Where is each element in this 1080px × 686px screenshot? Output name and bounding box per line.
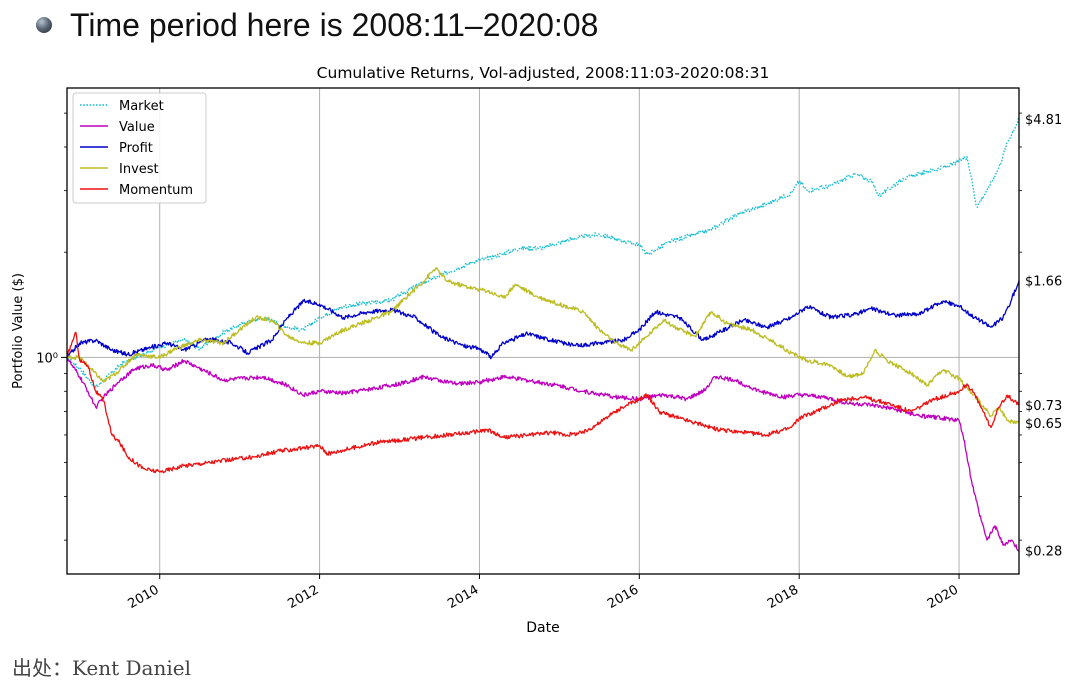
end-value-label: $0.28 (1025, 545, 1062, 560)
x-tick-label: 2012 (285, 582, 321, 612)
x-tick-label: 2016 (605, 582, 641, 612)
end-value-label: $4.81 (1025, 113, 1062, 128)
x-tick-label: 2010 (126, 582, 162, 612)
series-invest (66, 267, 1020, 425)
slide-heading: Time period here is 2008:11–2020:08 (36, 2, 598, 48)
plot-area (67, 88, 1019, 574)
legend-label-market: Market (119, 99, 164, 114)
legend-label-momentum: Momentum (119, 183, 193, 198)
grid-lines (67, 88, 1019, 574)
y-axis-label: Portfolio Value ($) (11, 273, 26, 389)
series-value (66, 357, 1020, 552)
legend: Market Value Profit Invest Momentum (72, 92, 207, 204)
plot-frame (66, 87, 1020, 575)
legend-label-profit: Profit (119, 141, 153, 156)
sphere-bullet-icon (36, 17, 52, 33)
series-market (66, 117, 1020, 389)
legend-label-value: Value (119, 120, 155, 135)
x-tick-label: 2014 (445, 582, 481, 612)
y-axis-ticks: 10⁰ (36, 112, 1022, 541)
chart-title: Cumulative Returns, Vol-adjusted, 2008:1… (317, 64, 770, 82)
end-value-label: $1.66 (1025, 274, 1062, 289)
heading-text: Time period here is 2008:11–2020:08 (70, 6, 599, 43)
cumulative-returns-chart: Cumulative Returns, Vol-adjusted, 2008:1… (11, 64, 1062, 636)
y-tick-label: 10⁰ (36, 351, 58, 366)
series-momentum (66, 331, 1020, 474)
series-lines (66, 117, 1020, 552)
x-tick-label: 2020 (925, 582, 961, 612)
source-note: 出处：Kent Daniel (12, 656, 191, 680)
series-profit (66, 280, 1020, 360)
end-value-label: $0.65 (1025, 417, 1062, 432)
x-tick-label: 2018 (765, 582, 801, 612)
end-value-label: $0.73 (1025, 399, 1062, 414)
x-axis-label: Date (526, 620, 559, 636)
end-value-labels: $4.81 $1.66 $0.73 $0.65 $0.28 (1025, 113, 1062, 560)
legend-box (72, 92, 207, 204)
x-axis-ticks: 2010 2012 2014 2016 2018 2020 (126, 574, 961, 612)
legend-label-invest: Invest (119, 162, 159, 177)
